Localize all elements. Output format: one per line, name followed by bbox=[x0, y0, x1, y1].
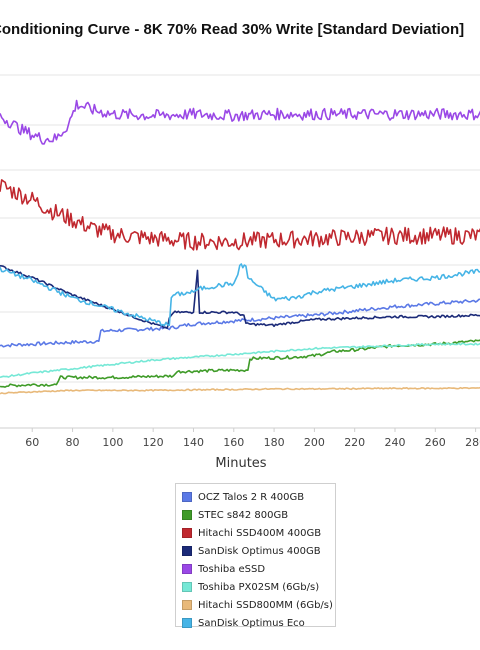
series-line-7 bbox=[0, 263, 480, 327]
x-tick-label: 220 bbox=[344, 436, 365, 449]
x-tick-label: 80 bbox=[66, 436, 80, 449]
x-tick-label: 60 bbox=[25, 436, 39, 449]
legend-item: STEC s842 800GB bbox=[182, 506, 335, 524]
legend-label: Hitachi SSD400M 400GB bbox=[198, 527, 322, 539]
legend-label: Toshiba PX02SM (6Gb/s) bbox=[198, 581, 320, 593]
x-tick-label: 120 bbox=[143, 436, 164, 449]
x-tick-label: 200 bbox=[304, 436, 325, 449]
legend-item: Hitachi SSD800MM (6Gb/s) bbox=[182, 596, 335, 614]
x-tick-label: 240 bbox=[385, 436, 406, 449]
x-tick-label: 260 bbox=[425, 436, 446, 449]
x-tick-label: 180 bbox=[264, 436, 285, 449]
series-lines bbox=[0, 99, 480, 395]
series-line-3 bbox=[0, 265, 480, 329]
legend-item: Toshiba eSSD bbox=[182, 560, 335, 578]
legend-swatch bbox=[182, 618, 192, 628]
chart-legend: OCZ Talos 2 R 400GB STEC s842 800GB Hitach… bbox=[175, 483, 336, 629]
series-line-6 bbox=[0, 386, 480, 395]
x-tick-label: 280 bbox=[465, 436, 480, 449]
x-tick-label: 100 bbox=[102, 436, 123, 449]
legend-label: SanDisk Optimus 400GB bbox=[198, 545, 321, 557]
x-tick-label: 140 bbox=[183, 436, 204, 449]
series-line-0 bbox=[0, 298, 480, 348]
series-line-5 bbox=[0, 342, 480, 379]
legend-swatch bbox=[182, 510, 192, 520]
legend-swatch bbox=[182, 546, 192, 556]
legend-label: Toshiba eSSD bbox=[198, 563, 266, 575]
legend-item: SanDisk Optimus Eco bbox=[182, 614, 335, 632]
legend-label: OCZ Talos 2 R 400GB bbox=[198, 491, 305, 503]
legend-swatch bbox=[182, 564, 192, 574]
legend-item: SanDisk Optimus 400GB bbox=[182, 542, 335, 560]
legend-swatch bbox=[182, 582, 192, 592]
x-axis-title: Minutes bbox=[215, 456, 267, 471]
legend-item: Toshiba PX02SM (6Gb/s) bbox=[182, 578, 335, 596]
series-line-4 bbox=[0, 99, 480, 145]
legend-item: Hitachi SSD400M 400GB bbox=[182, 524, 335, 542]
x-tick-labels: 60 80 100 120 140 160 180 200 220 240 260 280 bbox=[25, 428, 480, 449]
legend-label: STEC s842 800GB bbox=[198, 509, 289, 521]
legend-swatch bbox=[182, 528, 192, 538]
legend-item: OCZ Talos 2 R 400GB bbox=[182, 488, 335, 506]
chart-title: Conditioning Curve - 8K 70% Read 30% Wri… bbox=[0, 21, 480, 41]
x-tick-label: 160 bbox=[223, 436, 244, 449]
legend-label: Hitachi SSD800MM (6Gb/s) bbox=[198, 599, 333, 611]
chart-title-text: Conditioning Curve - 8K 70% Read 30% Wri… bbox=[0, 21, 465, 38]
legend-swatch bbox=[182, 600, 192, 610]
legend-label: SanDisk Optimus Eco bbox=[198, 617, 305, 629]
series-line-1 bbox=[0, 339, 480, 388]
gridlines bbox=[0, 74, 480, 429]
legend-swatch bbox=[182, 492, 192, 502]
series-line-2 bbox=[0, 179, 480, 251]
